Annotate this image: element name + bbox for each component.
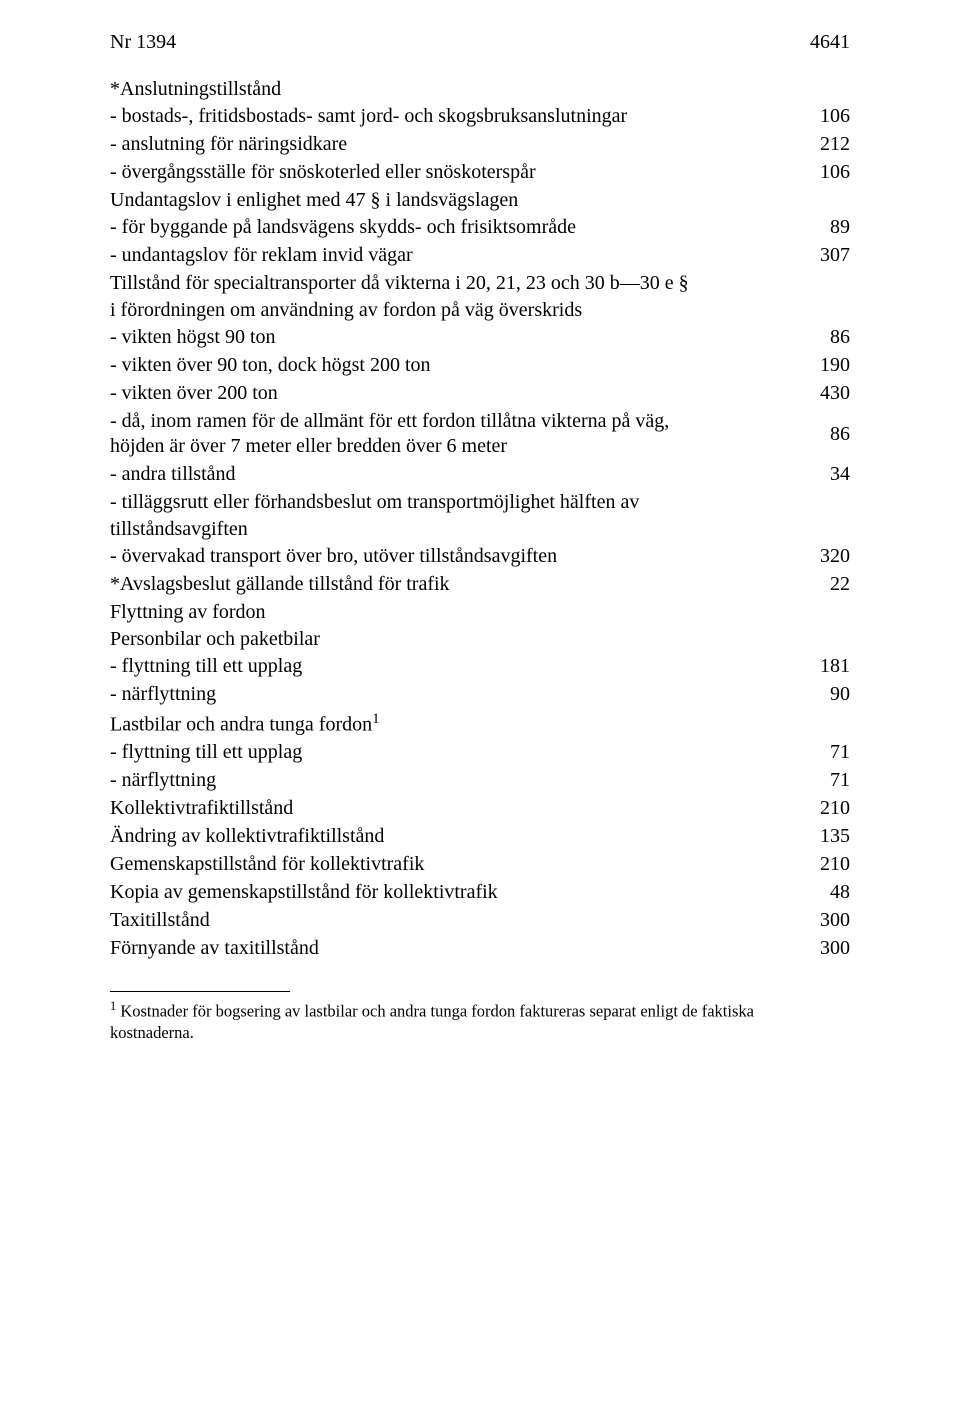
fee-label: - närflyttning bbox=[110, 682, 800, 707]
fee-label: - bostads-, fritidsbostads- samt jord- o… bbox=[110, 104, 800, 129]
fee-value: 34 bbox=[800, 462, 850, 487]
fee-note-line1: - tilläggsrutt eller förhandsbeslut om t… bbox=[110, 490, 850, 515]
fee-label: - andra tillstånd bbox=[110, 462, 800, 487]
footnote-separator bbox=[110, 991, 290, 992]
fee-label: - för byggande på landsvägens skydds- oc… bbox=[110, 215, 800, 240]
fee-value: 22 bbox=[800, 572, 850, 597]
fee-row: - för byggande på landsvägens skydds- oc… bbox=[110, 215, 850, 240]
fee-label-line1: - då, inom ramen för de allmänt för ett … bbox=[110, 410, 669, 432]
fee-label: - vikten högst 90 ton bbox=[110, 325, 800, 350]
fee-value: 89 bbox=[800, 215, 850, 240]
fee-row: - övergångsställe för snöskoterled eller… bbox=[110, 160, 850, 185]
fee-row: - vikten över 200 ton 430 bbox=[110, 381, 850, 406]
fee-row: - andra tillstånd 34 bbox=[110, 462, 850, 487]
subsection-title: Undantagslov i enlighet med 47 § i lands… bbox=[110, 188, 850, 213]
fee-value: 106 bbox=[800, 104, 850, 129]
fee-value: 135 bbox=[800, 824, 850, 849]
fee-row: - vikten högst 90 ton 86 bbox=[110, 325, 850, 350]
fee-label-line2: höjden är över 7 meter eller bredden öve… bbox=[110, 435, 507, 457]
fee-row: - närflyttning 71 bbox=[110, 768, 850, 793]
fee-value: 190 bbox=[800, 353, 850, 378]
fee-row: - undantagslov för reklam invid vägar 30… bbox=[110, 243, 850, 268]
fee-row: - bostads-, fritidsbostads- samt jord- o… bbox=[110, 104, 850, 129]
fee-note-line2: tillståndsavgiften bbox=[110, 517, 850, 542]
footnote-marker: 1 bbox=[372, 711, 380, 727]
fee-label: Kollektivtrafiktillstånd bbox=[110, 796, 800, 821]
footnote-text-line2: kostnaderna. bbox=[110, 1023, 194, 1042]
subsection-title-line1: Tillstånd för specialtransporter då vikt… bbox=[110, 271, 850, 296]
subsubsection-title-with-footnote: Lastbilar och andra tunga fordon1 bbox=[110, 710, 850, 738]
fee-value: 106 bbox=[800, 160, 850, 185]
fee-row: Kollektivtrafiktillstånd 210 bbox=[110, 796, 850, 821]
fee-row: - vikten över 90 ton, dock högst 200 ton… bbox=[110, 353, 850, 378]
fee-value: 181 bbox=[800, 654, 850, 679]
subsection-title-line2: i förordningen om användning av fordon p… bbox=[110, 298, 850, 323]
fee-value: 71 bbox=[800, 768, 850, 793]
fee-row: - anslutning för näringsidkare 212 bbox=[110, 132, 850, 157]
fee-row: Taxitillstånd 300 bbox=[110, 908, 850, 933]
fee-value: 210 bbox=[800, 796, 850, 821]
fee-row: Kopia av gemenskapstillstånd för kollekt… bbox=[110, 880, 850, 905]
fee-row: Ändring av kollektivtrafiktillstånd 135 bbox=[110, 824, 850, 849]
subsubsection-title: Personbilar och paketbilar bbox=[110, 627, 850, 652]
fee-label: Ändring av kollektivtrafiktillstånd bbox=[110, 824, 800, 849]
header-right: 4641 bbox=[810, 30, 850, 55]
fee-row: - övervakad transport över bro, utöver t… bbox=[110, 544, 850, 569]
subsubsection-title-text: Lastbilar och andra tunga fordon bbox=[110, 714, 372, 736]
fee-row: *Avslagsbeslut gällande tillstånd för tr… bbox=[110, 572, 850, 597]
fee-value: 86 bbox=[800, 325, 850, 350]
page-header: Nr 1394 4641 bbox=[110, 30, 850, 55]
fee-label: - vikten över 200 ton bbox=[110, 381, 800, 406]
fee-value: 430 bbox=[800, 381, 850, 406]
fee-label: - närflyttning bbox=[110, 768, 800, 793]
section-title: *Anslutningstillstånd bbox=[110, 77, 850, 102]
subsection-title: Flyttning av fordon bbox=[110, 600, 850, 625]
fee-value: 48 bbox=[800, 880, 850, 905]
fee-row: - då, inom ramen för de allmänt för ett … bbox=[110, 409, 850, 459]
fee-row: - närflyttning 90 bbox=[110, 682, 850, 707]
fee-label: Kopia av gemenskapstillstånd för kollekt… bbox=[110, 880, 800, 905]
footnote: 1 Kostnader för bogsering av lastbilar o… bbox=[110, 998, 850, 1043]
fee-label: Taxitillstånd bbox=[110, 908, 800, 933]
fee-label: - vikten över 90 ton, dock högst 200 ton bbox=[110, 353, 800, 378]
fee-label: - anslutning för näringsidkare bbox=[110, 132, 800, 157]
fee-label: Gemenskapstillstånd för kollektivtrafik bbox=[110, 852, 800, 877]
header-left: Nr 1394 bbox=[110, 30, 176, 55]
fee-label: - flyttning till ett upplag bbox=[110, 654, 800, 679]
fee-value: 212 bbox=[800, 132, 850, 157]
fee-label: - övervakad transport över bro, utöver t… bbox=[110, 544, 800, 569]
fee-value: 320 bbox=[800, 544, 850, 569]
fee-label: Förnyande av taxitillstånd bbox=[110, 936, 800, 961]
fee-value: 307 bbox=[800, 243, 850, 268]
fee-label: - då, inom ramen för de allmänt för ett … bbox=[110, 409, 800, 459]
fee-value: 300 bbox=[800, 908, 850, 933]
fee-label: - övergångsställe för snöskoterled eller… bbox=[110, 160, 800, 185]
fee-value: 90 bbox=[800, 682, 850, 707]
footnote-text-line1: Kostnader för bogsering av lastbilar och… bbox=[116, 1001, 754, 1020]
fee-value: 300 bbox=[800, 936, 850, 961]
fee-row: - flyttning till ett upplag 181 bbox=[110, 654, 850, 679]
fee-value: 210 bbox=[800, 852, 850, 877]
fee-value: 71 bbox=[800, 740, 850, 765]
fee-label: - flyttning till ett upplag bbox=[110, 740, 800, 765]
fee-label: *Avslagsbeslut gällande tillstånd för tr… bbox=[110, 572, 800, 597]
fee-value: 86 bbox=[800, 422, 850, 447]
fee-row: Förnyande av taxitillstånd 300 bbox=[110, 936, 850, 961]
document-page: Nr 1394 4641 *Anslutningstillstånd - bos… bbox=[0, 0, 960, 1409]
fee-label: - undantagslov för reklam invid vägar bbox=[110, 243, 800, 268]
fee-row: - flyttning till ett upplag 71 bbox=[110, 740, 850, 765]
fee-row: Gemenskapstillstånd för kollektivtrafik … bbox=[110, 852, 850, 877]
